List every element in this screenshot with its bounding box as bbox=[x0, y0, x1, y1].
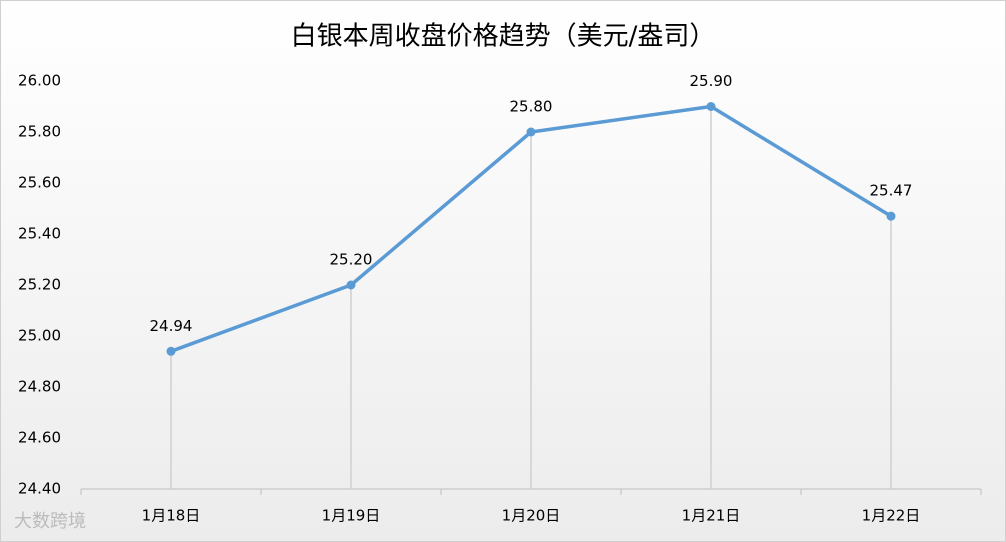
data-label: 25.47 bbox=[870, 182, 913, 200]
y-tick-label: 26.00 bbox=[18, 72, 61, 90]
data-point bbox=[886, 211, 896, 221]
y-tick-label: 24.60 bbox=[18, 429, 61, 447]
y-tick-label: 25.00 bbox=[18, 327, 61, 345]
y-tick-label: 25.80 bbox=[18, 123, 61, 141]
data-point bbox=[346, 280, 356, 290]
data-label: 25.80 bbox=[510, 98, 553, 116]
x-tick-label: 1月22日 bbox=[862, 507, 921, 525]
x-tick-label: 1月19日 bbox=[322, 507, 381, 525]
x-tick-label: 1月18日 bbox=[142, 507, 201, 525]
y-tick-label: 25.20 bbox=[18, 276, 61, 294]
watermark: 大数跨境 bbox=[14, 511, 86, 532]
data-point bbox=[706, 102, 716, 111]
y-tick-label: 25.40 bbox=[18, 225, 61, 243]
data-label: 24.94 bbox=[150, 317, 193, 335]
chart-title: 白银本周收盘价格趋势（美元/盎司） bbox=[291, 22, 716, 52]
data-point bbox=[166, 346, 176, 356]
data-point bbox=[526, 127, 536, 137]
data-label: 25.20 bbox=[330, 251, 373, 269]
y-tick-label: 24.40 bbox=[18, 480, 61, 498]
x-tick-label: 1月21日 bbox=[682, 507, 741, 525]
data-label: 25.90 bbox=[690, 72, 733, 90]
y-tick-label: 24.80 bbox=[18, 378, 61, 396]
x-tick-label: 1月20日 bbox=[502, 507, 561, 525]
y-tick-label: 25.60 bbox=[18, 174, 61, 192]
